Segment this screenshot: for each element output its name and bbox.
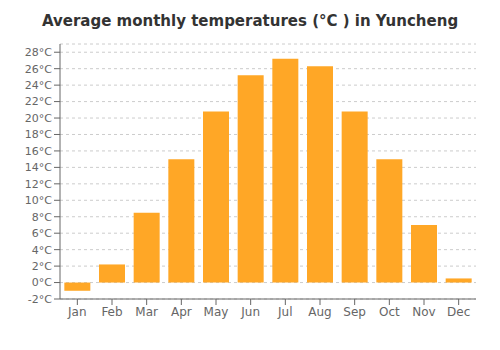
svg-text:18°C: 18°C: [25, 128, 52, 141]
svg-text:Sep: Sep: [343, 305, 366, 319]
svg-text:Aug: Aug: [308, 305, 331, 319]
svg-text:28°C: 28°C: [25, 46, 52, 59]
svg-text:Mar: Mar: [135, 305, 158, 319]
svg-text:Jan: Jan: [67, 305, 87, 319]
svg-text:16°C: 16°C: [25, 145, 52, 158]
svg-text:22°C: 22°C: [25, 95, 52, 108]
svg-text:Apr: Apr: [171, 305, 192, 319]
svg-text:Oct: Oct: [379, 305, 400, 319]
svg-text:12°C: 12°C: [25, 178, 52, 191]
svg-text:14°C: 14°C: [25, 161, 52, 174]
svg-text:26°C: 26°C: [25, 63, 52, 76]
svg-text:8°C: 8°C: [32, 211, 52, 224]
svg-text:May: May: [204, 305, 229, 319]
svg-text:2°C: 2°C: [32, 260, 52, 273]
svg-text:-2°C: -2°C: [28, 293, 52, 306]
svg-text:Jun: Jun: [240, 305, 260, 319]
svg-text:20°C: 20°C: [25, 112, 52, 125]
html-text:Average monthly temperatures (: Average monthly temperatures (°C ) in Yu…: [41, 12, 459, 30]
svg-text:Dec: Dec: [447, 305, 470, 319]
svg-text:24°C: 24°C: [25, 79, 52, 92]
svg-text:4°C: 4°C: [32, 244, 52, 257]
svg-text:10°C: 10°C: [25, 194, 52, 207]
svg-text:Jul: Jul: [277, 305, 292, 319]
svg-text:6°C: 6°C: [32, 227, 52, 240]
svg-text:Feb: Feb: [101, 305, 122, 319]
svg-text:Nov: Nov: [412, 305, 435, 319]
svg-text:0°C: 0°C: [32, 276, 52, 289]
